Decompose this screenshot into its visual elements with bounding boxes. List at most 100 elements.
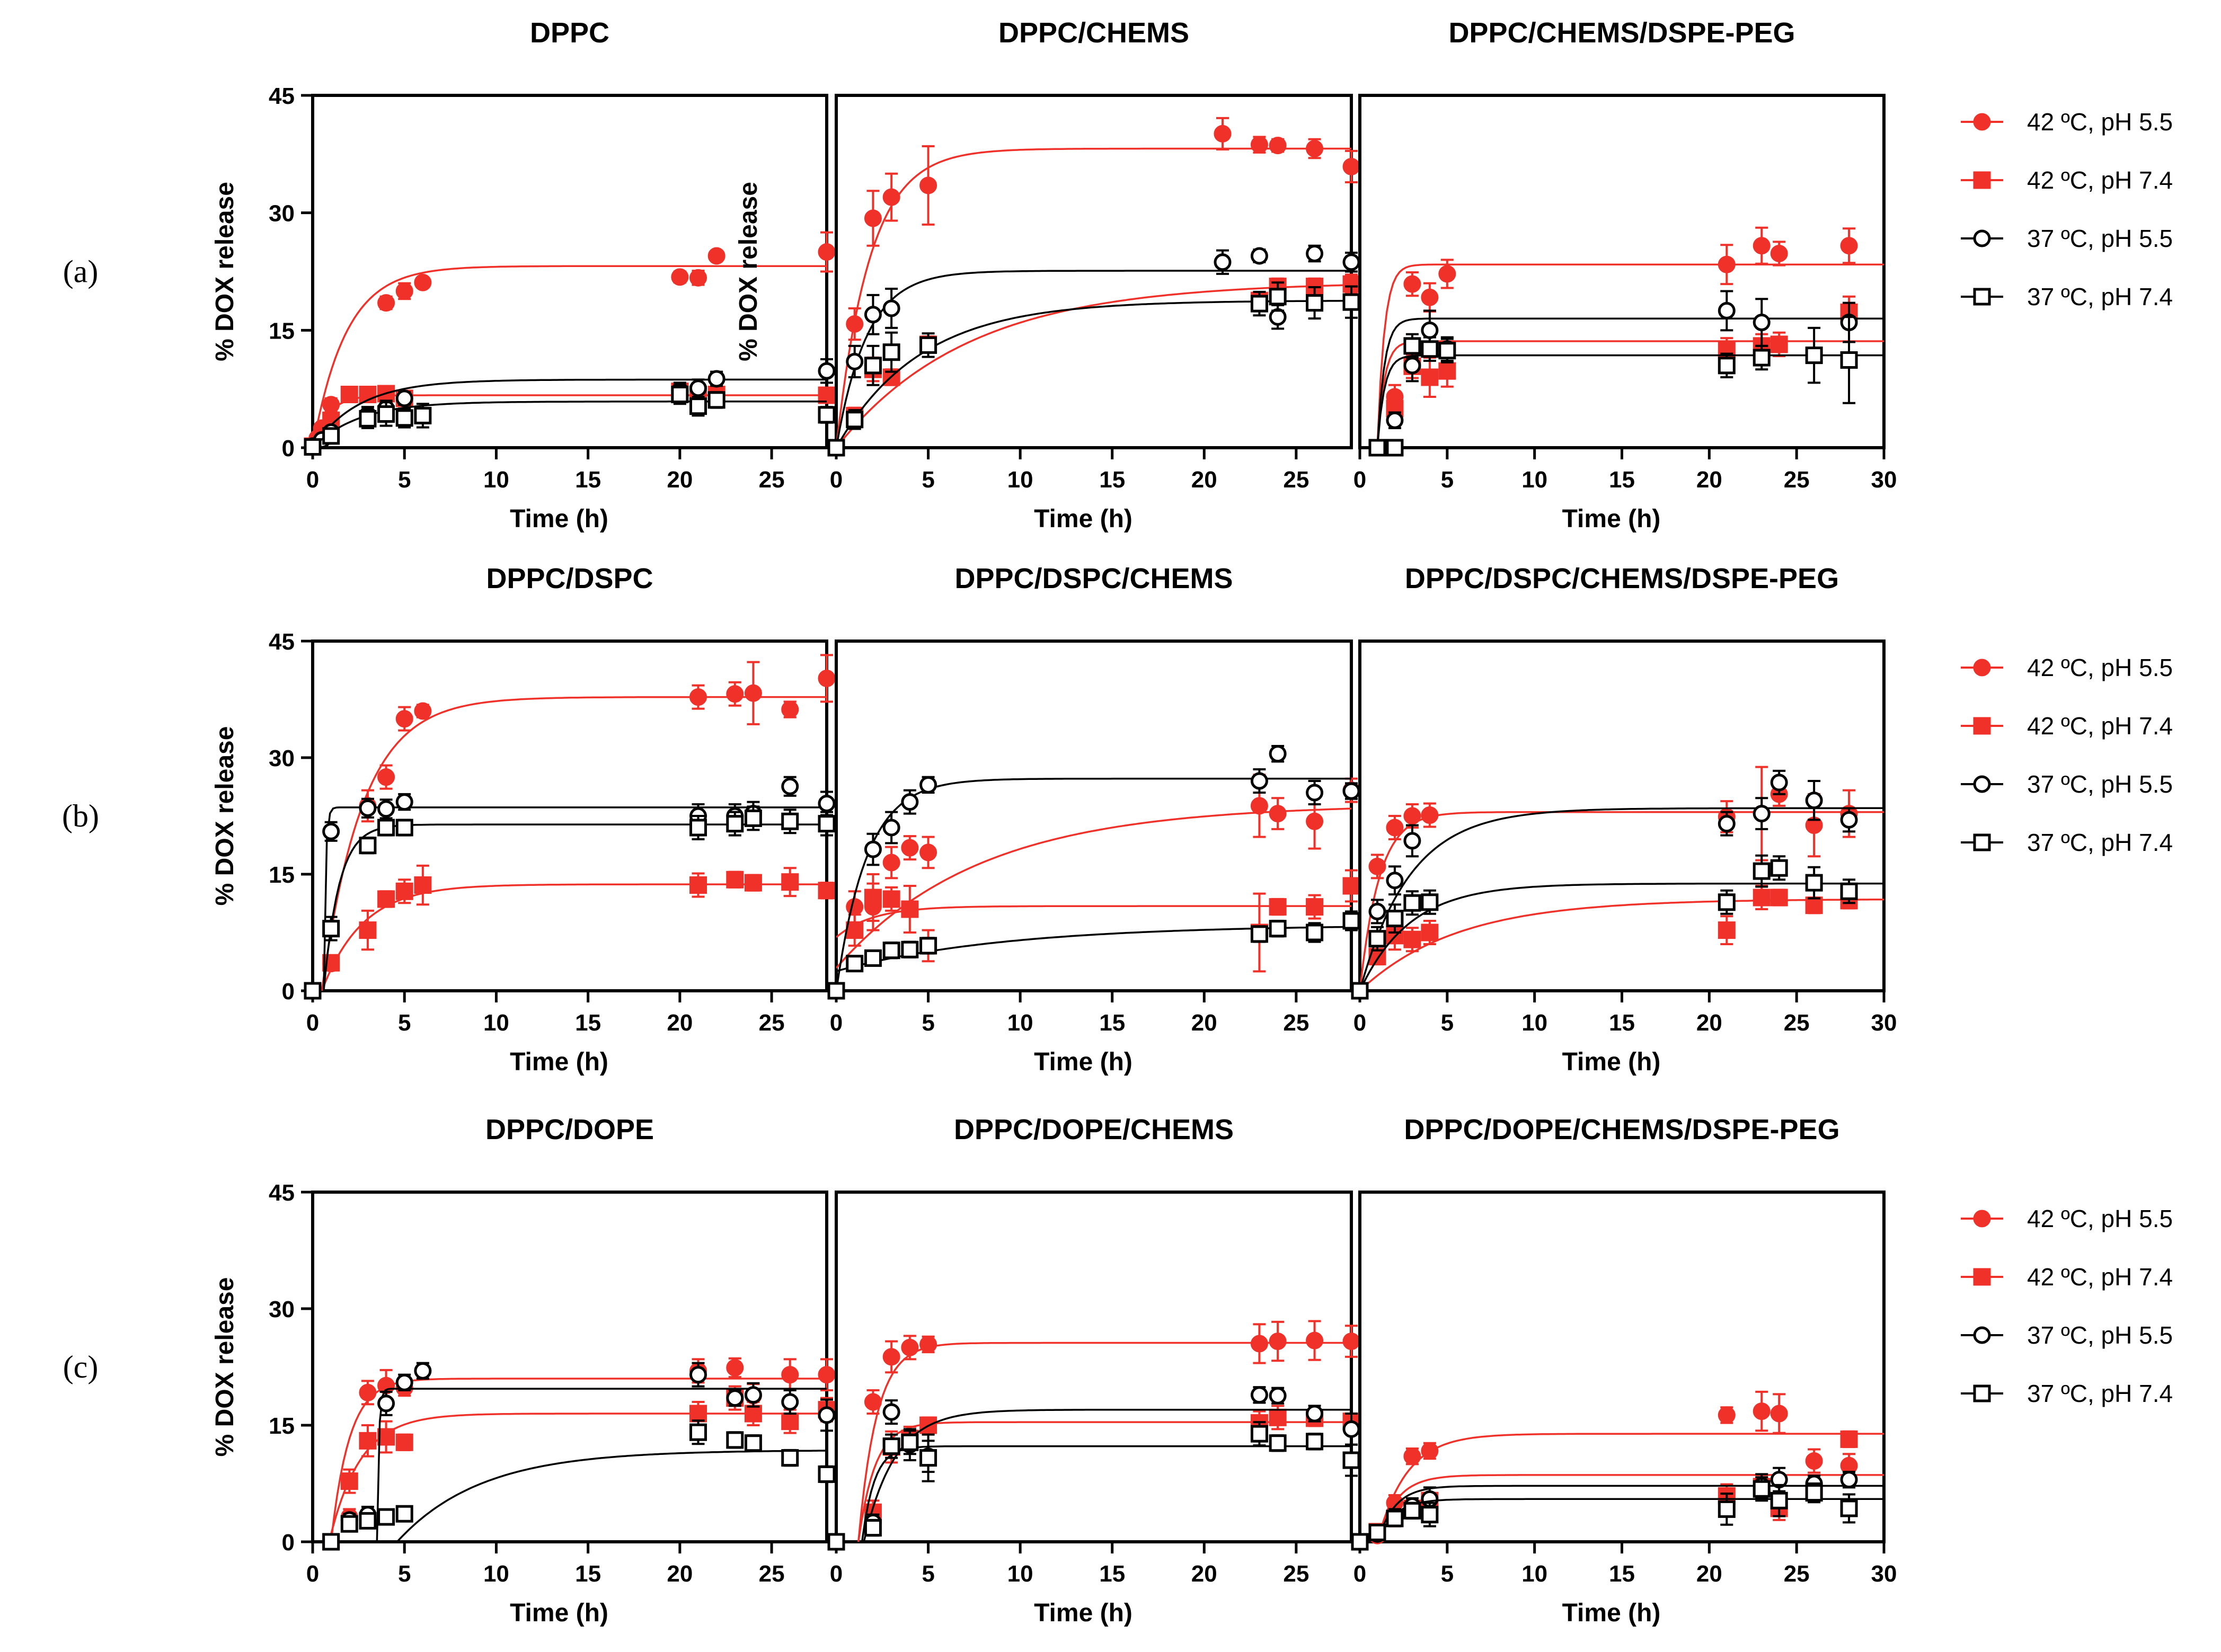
data-point: [359, 1432, 377, 1450]
x-tick-label: 20: [1191, 467, 1217, 493]
x-tick-label: 15: [1609, 1561, 1635, 1587]
chart-panel-7: DPPC/DOPE 0 15 30 45 % DOX release 0 5 10 15 20 25 T…: [211, 1114, 836, 1627]
x-tick-label: 10: [1521, 1010, 1547, 1036]
data-point: [689, 688, 707, 706]
data-point: [864, 889, 882, 907]
legend-marker: [1973, 775, 1991, 793]
fit-curve: [836, 905, 1351, 938]
data-point: [1214, 253, 1232, 271]
data-point: [340, 1472, 358, 1490]
y-tick-label: 30: [269, 1296, 295, 1322]
data-point: [1770, 889, 1788, 907]
data-point: [1306, 1405, 1324, 1423]
x-tick-label: 15: [1609, 1010, 1635, 1036]
series-4: [1351, 854, 1884, 1000]
data-point: [1250, 247, 1268, 265]
data-point: [901, 793, 919, 811]
row-label: (a): [63, 254, 99, 289]
data-point: [818, 882, 836, 900]
data-point: [1368, 857, 1386, 875]
data-point: [304, 438, 322, 456]
fit-curve: [313, 378, 827, 448]
data-point: [744, 874, 762, 892]
data-point: [1753, 1402, 1771, 1420]
data-point: [1403, 832, 1421, 850]
x-tick-label: 0: [830, 1561, 843, 1587]
data-point: [359, 1383, 377, 1401]
data-point: [1403, 337, 1421, 355]
data-point: [818, 362, 836, 380]
data-point: [414, 406, 432, 424]
fit-curve: [396, 1450, 827, 1542]
data-point: [919, 1416, 937, 1434]
x-tick-label: 5: [398, 1010, 411, 1036]
legend-label: 37 ºC, pH 7.4: [2027, 1380, 2173, 1407]
data-point: [1805, 347, 1823, 365]
data-point: [846, 921, 864, 939]
data-point: [1718, 255, 1736, 273]
data-point: [846, 898, 864, 916]
data-point: [1403, 357, 1421, 375]
data-point: [377, 1395, 395, 1413]
data-point: [359, 1512, 377, 1530]
data-point: [882, 1437, 900, 1455]
data-point: [395, 1433, 413, 1451]
legend-marker: [1973, 717, 1991, 735]
fit-curve: [313, 265, 827, 448]
data-point: [882, 343, 900, 361]
data-point: [781, 1449, 799, 1467]
data-point: [1386, 819, 1404, 837]
row-label: (c): [63, 1349, 99, 1384]
x-tick-label: 30: [1871, 1561, 1897, 1587]
plot-frame: [835, 1191, 1353, 1543]
data-point: [689, 379, 707, 397]
data-point: [1718, 357, 1736, 375]
x-tick-label: 0: [1353, 1010, 1366, 1036]
data-point: [1306, 1331, 1324, 1349]
panel-title: DPPC/CHEMS: [998, 17, 1189, 49]
x-tick-label: 25: [759, 1010, 785, 1036]
legend-label: 37 ºC, pH 7.4: [2027, 829, 2173, 856]
data-point: [864, 357, 882, 375]
fit-curve: [1376, 1498, 1884, 1542]
data-point: [1351, 1533, 1369, 1551]
x-tick-label: 10: [1007, 467, 1033, 493]
legend-label: 37 ºC, pH 7.4: [2027, 283, 2173, 310]
series-4: [304, 384, 836, 456]
x-axis-label: Time (h): [1034, 1599, 1132, 1627]
y-tick-label: 45: [269, 83, 295, 109]
data-point: [1421, 806, 1439, 824]
x-tick-label: 5: [398, 1561, 411, 1587]
data-point: [1342, 253, 1360, 271]
data-point: [395, 710, 413, 728]
data-point: [726, 685, 744, 703]
data-point: [689, 1405, 707, 1423]
row-labels: (a) (b) (c): [62, 254, 99, 1385]
fit-curve: [1376, 263, 1884, 448]
x-tick-label: 5: [398, 467, 411, 493]
data-point: [1753, 889, 1771, 907]
data-point: [1306, 245, 1324, 263]
series-4: [827, 1421, 1360, 1551]
data-point: [689, 397, 707, 415]
legend-marker: [1973, 1268, 1991, 1286]
data-point: [744, 1434, 762, 1452]
data-point: [1342, 157, 1360, 175]
data-point: [781, 812, 799, 830]
data-point: [1269, 308, 1287, 326]
legends: 42 ºC, pH 5.5 42 ºC, pH 7.4 37 ºC, pH 5.5 3…: [1961, 108, 2173, 1407]
data-point: [340, 386, 358, 404]
fit-curve: [321, 696, 827, 991]
x-axis-label: Time (h): [510, 1048, 608, 1076]
plot-frame: [311, 1191, 828, 1543]
data-point: [1386, 910, 1404, 928]
data-point: [1718, 921, 1736, 939]
fit-curve: [330, 1378, 827, 1542]
x-tick-label: 25: [759, 1561, 785, 1587]
legend-marker: [1973, 833, 1991, 851]
data-point: [1403, 275, 1421, 293]
data-point: [689, 1366, 707, 1384]
series-1: [827, 1320, 1360, 1551]
data-point: [707, 391, 725, 409]
data-point: [1770, 859, 1788, 877]
